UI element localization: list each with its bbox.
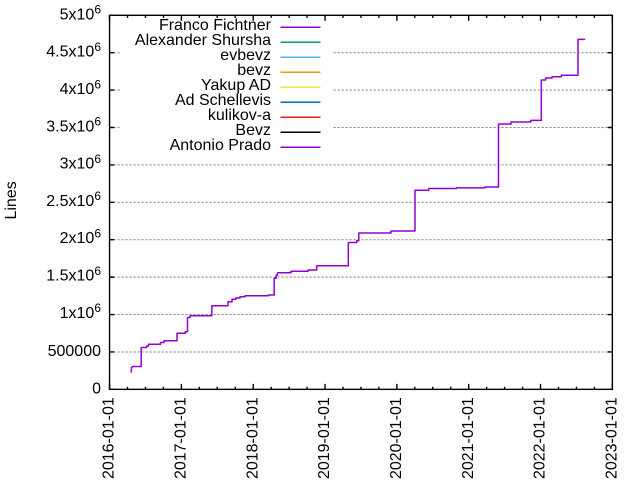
svg-text:2022-01-01: 2022-01-01: [532, 397, 549, 479]
svg-text:2023-01-01: 2023-01-01: [603, 397, 620, 479]
svg-text:bevz: bevz: [237, 62, 271, 79]
svg-text:Alexander Shursha: Alexander Shursha: [135, 32, 271, 49]
svg-text:2019-01-01: 2019-01-01: [316, 397, 333, 479]
svg-text:Lines: Lines: [3, 181, 20, 219]
svg-text:2x106: 2x106: [60, 227, 102, 248]
svg-text:5x106: 5x106: [60, 3, 102, 24]
svg-text:2018-01-01: 2018-01-01: [244, 397, 261, 479]
svg-text:Antonio Prado: Antonio Prado: [170, 137, 272, 154]
svg-text:2017-01-01: 2017-01-01: [172, 397, 189, 479]
svg-text:Franco Fichtner: Franco Fichtner: [159, 17, 272, 34]
svg-text:Ad Schellevis: Ad Schellevis: [175, 92, 271, 109]
svg-text:2021-01-01: 2021-01-01: [460, 397, 477, 479]
svg-text:4.5x106: 4.5x106: [46, 40, 101, 61]
svg-text:evbevz: evbevz: [220, 47, 271, 64]
svg-text:4x106: 4x106: [60, 77, 102, 98]
svg-text:0: 0: [92, 380, 101, 397]
svg-text:Bevz: Bevz: [235, 122, 271, 139]
svg-text:2020-01-01: 2020-01-01: [388, 397, 405, 479]
svg-text:3x106: 3x106: [60, 152, 102, 173]
svg-text:500000: 500000: [48, 343, 101, 360]
svg-text:kulikov-a: kulikov-a: [208, 107, 271, 124]
svg-text:Yakup AD: Yakup AD: [201, 77, 271, 94]
svg-text:3.5x106: 3.5x106: [46, 115, 101, 136]
svg-text:1.5x106: 1.5x106: [46, 264, 101, 285]
svg-text:2016-01-01: 2016-01-01: [101, 397, 118, 479]
svg-text:1x106: 1x106: [60, 301, 102, 322]
svg-text:2.5x106: 2.5x106: [46, 189, 101, 210]
